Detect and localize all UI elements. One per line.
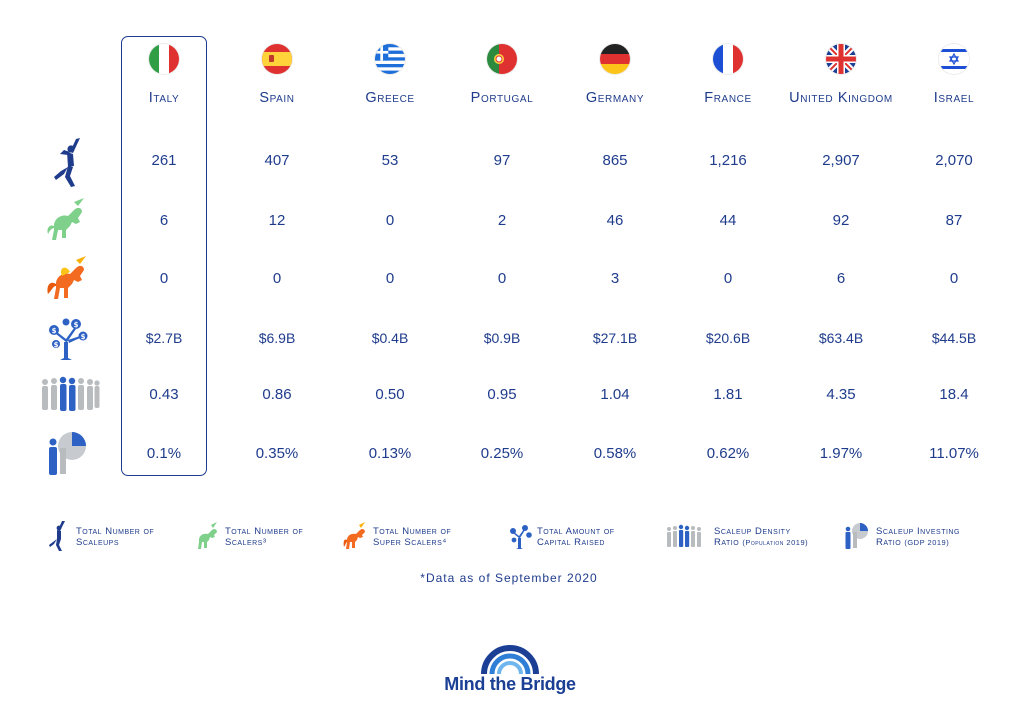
country-name: Israel <box>933 90 975 106</box>
investing-value: 0.58% <box>593 445 637 462</box>
density-value: 18.4 <box>939 386 969 403</box>
legend-line: Scaleup Density <box>714 526 791 537</box>
spain-flag-icon <box>262 44 292 74</box>
scaleups-value: 865 <box>602 152 628 169</box>
capital-value: $20.6B <box>705 330 751 346</box>
investing-value: 0.25% <box>480 445 524 462</box>
density-value: 4.35 <box>826 386 856 403</box>
legend-line: Total Amount of <box>537 526 615 537</box>
scaleups-value: 407 <box>264 152 290 169</box>
investing-pie-chart-icon <box>40 430 96 482</box>
capital-value: $6.9B <box>258 330 296 346</box>
svg-text:$: $ <box>74 321 79 329</box>
density-value: 0.50 <box>375 386 405 403</box>
italy-flag-icon <box>149 44 179 74</box>
svg-text:$: $ <box>54 341 59 349</box>
investing-value: 1.97% <box>819 445 863 462</box>
capital-value: $0.4B <box>371 330 409 346</box>
country-name: Germany <box>585 90 645 106</box>
germany-flag-icon <box>600 44 630 74</box>
super-scalers-value: 6 <box>836 270 846 287</box>
density-value: 0.43 <box>149 386 179 403</box>
capital-value: $44.5B <box>931 330 977 346</box>
legend-line: Ratio <box>876 537 902 548</box>
country-name: Portugal <box>470 90 534 106</box>
logo-text: Mind the Bridge <box>444 674 576 694</box>
uk-flag-icon <box>826 44 856 74</box>
super-scalers-value: 0 <box>385 270 395 287</box>
density-value: 1.04 <box>600 386 630 403</box>
country-name: France <box>704 90 752 106</box>
super-scalers-value: 0 <box>497 270 507 287</box>
density-value: 1.81 <box>713 386 743 403</box>
investing-value: 0.62% <box>706 445 750 462</box>
legend-line: (GDP 2019) <box>904 538 950 547</box>
legend-scaleups-icon <box>44 520 74 552</box>
super-scalers-value: 0 <box>159 270 169 287</box>
country-name: Greece <box>365 90 415 106</box>
legend-line: Capital Raised <box>537 537 605 548</box>
scalers-value: 0 <box>385 212 395 229</box>
legend-super-scalers-icon <box>341 520 371 552</box>
italy-highlight-box <box>121 36 207 476</box>
legend-line: Total Number of <box>373 526 452 537</box>
bridge-arc-icon <box>481 645 539 675</box>
scalers-value: 44 <box>719 212 737 229</box>
mind-the-bridge-logo: Mind the Bridge <box>440 636 580 700</box>
legend-capital-icon <box>505 520 535 552</box>
scaleups-value: 2,907 <box>822 152 860 169</box>
scalers-value: 92 <box>832 212 850 229</box>
capital-value: $2.7B <box>145 330 183 346</box>
investing-value: 0.13% <box>368 445 412 462</box>
scalers-value: 2 <box>497 212 507 229</box>
country-name: Spain <box>259 90 295 106</box>
capital-value: $27.1B <box>592 330 638 346</box>
legend-line: Total Number of <box>76 526 155 537</box>
scaleups-value: 53 <box>381 152 399 169</box>
scaleups-value: 261 <box>151 152 177 169</box>
israel-flag-icon <box>939 44 969 74</box>
country-name: United Kingdom <box>789 90 893 106</box>
greece-flag-icon <box>375 44 405 74</box>
capital-value: $63.4B <box>818 330 864 346</box>
scalers-value: 87 <box>945 212 963 229</box>
scalers-value: 46 <box>606 212 624 229</box>
legend-investing-icon <box>842 520 872 552</box>
scaleups-jumping-person-icon <box>40 136 96 188</box>
legend-line: Scaleup Investing <box>876 526 960 537</box>
legend-line: Scaleups <box>76 537 120 548</box>
density-value: 0.86 <box>262 386 292 403</box>
legend-line: Scalers³ <box>225 537 267 548</box>
legend-scalers-icon <box>193 520 223 552</box>
investing-value: 0.1% <box>146 445 182 462</box>
scalers-value: 12 <box>268 212 286 229</box>
capital-value: $0.9B <box>483 330 521 346</box>
legend-density-icon <box>666 520 704 552</box>
super-scalers-value: 0 <box>723 270 733 287</box>
legend-line: Total Number of <box>225 526 304 537</box>
super-scalers-value: 0 <box>272 270 282 287</box>
france-flag-icon <box>713 44 743 74</box>
investing-value: 0.35% <box>255 445 299 462</box>
country-name: Italy <box>148 90 180 106</box>
svg-text:$: $ <box>81 333 86 341</box>
legend-line: Super Scalers⁴ <box>373 537 447 548</box>
capital-money-tree-icon: $ $ $ $ <box>40 312 96 364</box>
investing-value: 11.07% <box>929 445 979 462</box>
super-scalers-unicorn-icon <box>40 254 96 306</box>
scaleups-value: 1,216 <box>709 152 747 169</box>
scalers-unicorn-icon <box>40 196 96 248</box>
portugal-flag-icon <box>487 44 517 74</box>
density-people-group-icon <box>40 372 100 424</box>
legend-line: Ratio <box>714 537 740 548</box>
scaleups-value: 97 <box>493 152 511 169</box>
density-value: 0.95 <box>487 386 517 403</box>
scaleups-value: 2,070 <box>935 152 973 169</box>
super-scalers-value: 3 <box>610 270 620 287</box>
data-date-note: *Data as of September 2020 <box>420 571 598 585</box>
legend-line: (Population 2019) <box>742 538 809 547</box>
super-scalers-value: 0 <box>949 270 959 287</box>
svg-text:$: $ <box>52 327 57 335</box>
scalers-value: 6 <box>159 212 169 229</box>
